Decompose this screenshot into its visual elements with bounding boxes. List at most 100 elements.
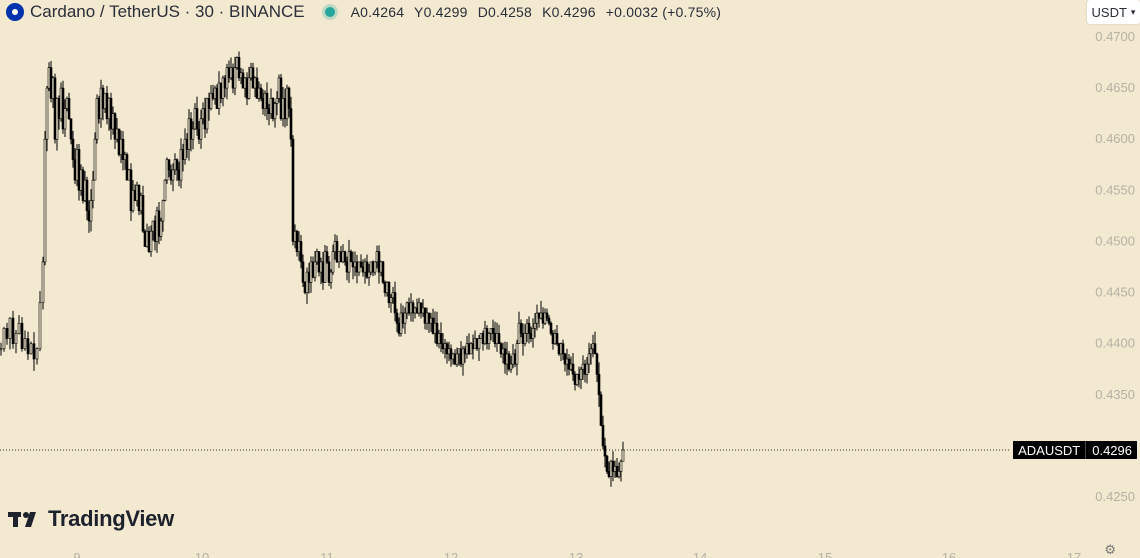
candle-body — [387, 282, 391, 304]
candle-body — [605, 455, 609, 472]
currency-label: USDT — [1091, 4, 1127, 20]
candle-body — [291, 138, 295, 242]
price-tick-label: 0.4250 — [1095, 489, 1135, 504]
candle-body — [601, 425, 605, 447]
candle-body — [487, 333, 491, 344]
time-axis[interactable]: 9 10 11 12 13 14 15 16 17 — [73, 550, 1081, 558]
chevron-down-icon: ▾ — [1130, 6, 1136, 17]
candle-body — [589, 348, 593, 355]
candle-body — [545, 312, 549, 319]
ohlc-close: K0.4296 — [542, 4, 596, 20]
candle-body — [523, 333, 527, 344]
price-tick-label: 0.4700 — [1095, 29, 1135, 44]
candle-body — [32, 343, 36, 360]
chart-header: Cardano / TetherUS · 30 · BINANCE A0.426… — [0, 0, 1080, 24]
candle-body — [5, 328, 9, 339]
candle-body — [229, 67, 233, 79]
candle-body — [439, 333, 443, 344]
candle-body — [599, 394, 603, 426]
candle-body — [491, 328, 495, 334]
candle-body — [0, 348, 3, 351]
candle-body — [621, 449, 625, 462]
candle-body — [20, 322, 24, 350]
candle-body — [395, 312, 399, 324]
candle-body — [199, 118, 203, 140]
candle-body — [205, 98, 209, 130]
price-tick-label: 0.4500 — [1095, 233, 1135, 248]
candle-body — [509, 363, 513, 370]
candle-body — [159, 220, 163, 237]
candle-body — [97, 98, 101, 120]
candle-body — [211, 92, 215, 99]
candle-body — [233, 67, 237, 89]
candle-body — [163, 179, 167, 201]
candle-body — [123, 154, 127, 160]
candle-body — [127, 169, 131, 181]
candle-body — [45, 87, 49, 140]
candle-body — [273, 103, 277, 120]
candle-body — [173, 159, 177, 171]
candle-body — [519, 322, 523, 334]
symbol-title[interactable]: Cardano / TetherUS · 30 · BINANCE — [30, 2, 305, 21]
time-tick-label: 12 — [444, 550, 458, 558]
candle-body — [133, 190, 137, 201]
candle-body — [195, 108, 199, 130]
candle-body — [89, 200, 93, 222]
candle-body — [193, 108, 197, 130]
price-axis[interactable]: 0.4700 0.4650 0.4600 0.4550 0.4500 0.4450 0.44… — [1095, 29, 1135, 504]
candle-body — [69, 118, 73, 140]
candle-body — [43, 138, 47, 263]
candle-body — [549, 322, 553, 334]
candle-body — [83, 179, 87, 201]
price-tick-label: 0.4450 — [1095, 285, 1135, 300]
candle-body — [107, 98, 111, 120]
candle-body — [585, 363, 589, 375]
candle-body — [169, 169, 173, 181]
candle-body — [219, 82, 223, 99]
candle-body — [403, 312, 407, 324]
price-tick-label: 0.4350 — [1095, 387, 1135, 402]
candle-body — [2, 328, 6, 350]
currency-button[interactable]: USDT ▾ — [1087, 0, 1140, 24]
candle-body — [245, 77, 249, 99]
candle-body — [231, 67, 235, 89]
settings-icon[interactable]: ⚙ — [1104, 542, 1116, 557]
candle-body — [249, 67, 253, 79]
candle-body — [497, 333, 501, 344]
candle-body — [253, 77, 257, 89]
candle-body — [325, 251, 329, 263]
candle-body — [137, 184, 141, 212]
candle-body — [265, 92, 269, 109]
candle-body — [367, 271, 371, 278]
candle-body — [103, 92, 107, 109]
candle-body — [14, 333, 18, 344]
candle-body — [91, 179, 95, 201]
tradingview-logo-icon — [8, 512, 36, 527]
ohlc-open: A0.4264 — [350, 4, 405, 20]
candle-body — [35, 348, 39, 360]
candle-body — [131, 190, 135, 212]
candle-body — [129, 169, 133, 212]
candle-body — [247, 77, 251, 99]
candle-body — [547, 317, 551, 324]
candle-body — [587, 353, 591, 365]
candle-body — [171, 169, 175, 181]
candle-body — [99, 87, 103, 120]
candle-body — [237, 57, 241, 79]
candle-body — [461, 348, 465, 365]
candle-body — [185, 138, 189, 150]
candle-body — [217, 82, 221, 109]
candle-body — [507, 353, 511, 370]
candle-body — [151, 220, 155, 232]
candle-body — [225, 67, 229, 89]
candle-body — [299, 241, 303, 263]
candle-body — [239, 72, 243, 79]
candle-body — [139, 195, 143, 212]
tradingview-brand[interactable]: TradingView — [8, 506, 174, 532]
candle-body — [65, 98, 69, 109]
candle-body — [117, 128, 121, 155]
candle-body — [223, 77, 227, 89]
candle-body — [527, 322, 531, 334]
candle-body — [167, 159, 171, 171]
